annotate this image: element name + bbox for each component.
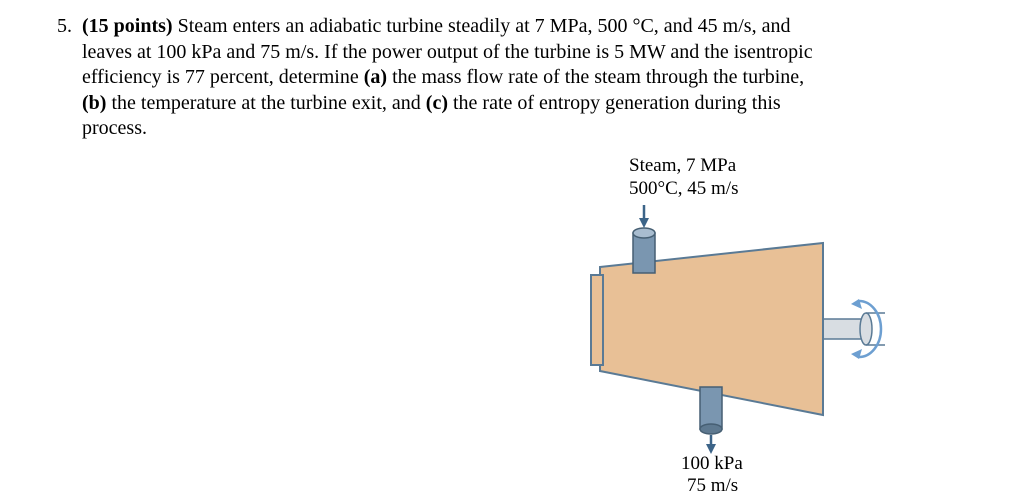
turbine-svg <box>545 155 965 495</box>
problem-line-2: leaves at 100 kPa and 75 m/s. If the pow… <box>82 40 813 66</box>
points-label: (15 points) <box>82 15 173 37</box>
turbine-diagram: Steam, 7 MPa 500°C, 45 m/s Turbine 100 k… <box>545 155 965 495</box>
part-a-label: (a) <box>364 66 387 88</box>
part-c-label: (c) <box>426 92 448 114</box>
problem-line-1: (15 points) Steam enters an adiabatic tu… <box>82 14 813 40</box>
problem-line-3: efficiency is 77 percent, determine (a) … <box>82 65 813 91</box>
problem-line-5: process. <box>82 116 813 142</box>
problem-block: 5. (15 points) Steam enters an adiabatic… <box>50 14 984 142</box>
part-b-label: (b) <box>82 92 106 114</box>
problem-line-4: (b) the temperature at the turbine exit,… <box>82 91 813 117</box>
problem-number: 5. <box>50 14 72 40</box>
problem-text: (15 points) Steam enters an adiabatic tu… <box>82 14 813 142</box>
